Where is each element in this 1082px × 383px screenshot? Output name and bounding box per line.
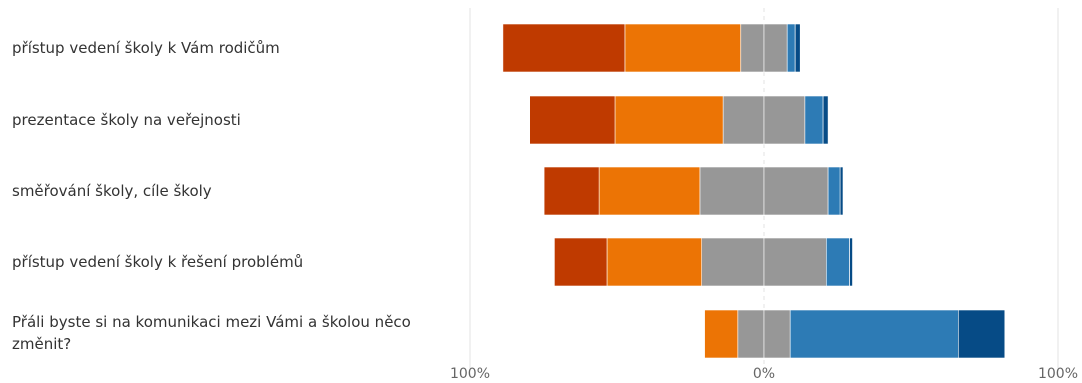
category-label-4: Přáli byste si na komunikaci mezi Vámi a… <box>12 313 411 353</box>
x-tick-label-2: 100% <box>1038 366 1078 382</box>
x-tick-label-0: 100% <box>450 366 490 382</box>
bar-segment-4-3 <box>763 309 791 359</box>
bar-segment-4-4 <box>789 309 959 359</box>
bar-segment-2-2 <box>699 166 765 216</box>
x-axis-ticks: 100% 0% 100% <box>450 366 1078 382</box>
category-label-3: přístup vedení školy k řešení problémů <box>12 253 304 271</box>
bar-segment-3-2 <box>701 237 765 287</box>
bar-segment-4-5 <box>957 309 1006 359</box>
bar-segment-2-1 <box>598 166 701 216</box>
bar-segment-0-1 <box>624 23 742 73</box>
bar-segment-1-3 <box>763 95 806 145</box>
category-label-0: přístup vedení školy k Vám rodičům <box>12 39 280 57</box>
bar-segment-3-1 <box>606 237 702 287</box>
bars <box>502 23 1006 359</box>
bar-segment-4-1 <box>704 309 739 359</box>
bar-segment-1-4 <box>804 95 824 145</box>
bar-segment-3-3 <box>763 237 827 287</box>
bar-segment-1-0 <box>529 95 616 145</box>
bar-row-4 <box>704 309 1006 359</box>
bar-row-2 <box>543 166 844 216</box>
bar-row-3 <box>554 237 853 287</box>
bar-row-1 <box>529 95 829 145</box>
bar-segment-3-0 <box>554 237 608 287</box>
bar-segment-1-5 <box>822 95 829 145</box>
bar-segment-3-4 <box>825 237 850 287</box>
bar-segment-3-5 <box>849 237 853 287</box>
bar-segment-0-4 <box>786 23 796 73</box>
bar-segment-0-2 <box>740 23 765 73</box>
bar-segment-2-5 <box>839 166 844 216</box>
bar-segment-0-0 <box>502 23 626 73</box>
x-tick-label-1: 0% <box>753 366 775 382</box>
bar-segment-0-3 <box>763 23 788 73</box>
category-label-1: prezentace školy na veřejnosti <box>12 111 241 129</box>
bar-segment-0-5 <box>794 23 801 73</box>
bar-row-0 <box>502 23 801 73</box>
category-label-2: směřování školy, cíle školy <box>12 182 212 200</box>
bar-segment-1-2 <box>722 95 765 145</box>
bar-segment-4-2 <box>737 309 765 359</box>
bar-segment-2-0 <box>543 166 600 216</box>
bar-segment-1-1 <box>614 95 724 145</box>
bar-segment-2-4 <box>827 166 841 216</box>
bar-segment-2-3 <box>763 166 829 216</box>
